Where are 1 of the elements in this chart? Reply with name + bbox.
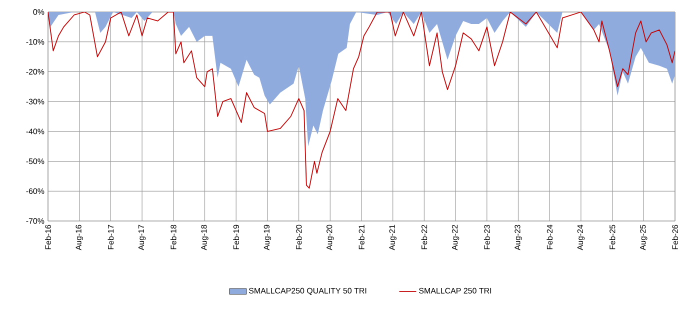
line-series: [48, 12, 676, 189]
